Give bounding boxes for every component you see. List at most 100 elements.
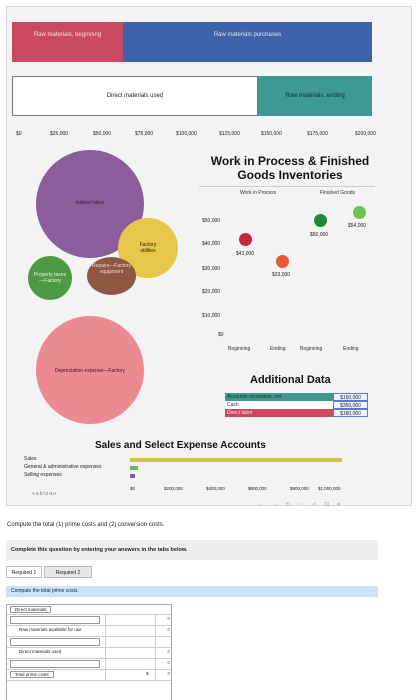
row-label: Total prime costs [10, 671, 54, 678]
table-row: Total prime costs $ 0 [7, 670, 171, 681]
table-row: 0 [7, 615, 171, 626]
row-label[interactable]: Direct materials [10, 606, 52, 613]
table-row: Direct materials used 0 [7, 648, 171, 659]
indirect-labor-label: Indirect labor [75, 200, 105, 206]
wip-chart-title: Work in Process & Finished Goods Invento… [210, 154, 370, 182]
raw-materials-beginning-bar: Raw materials, beginning [12, 22, 123, 62]
sales-tick: $200,000 [164, 486, 183, 491]
axis-tick: $25,000 [50, 131, 69, 137]
y-tick: $40,000 [202, 241, 221, 247]
x-label: Beginning [300, 346, 323, 352]
fg-beginning-value: $50,000 [310, 232, 329, 238]
row-label: Raw materials available for use [19, 627, 82, 632]
axis-tick: $150,000 [261, 131, 282, 137]
property-taxes-label: Property taxes—Factory [33, 272, 67, 284]
table-row: Raw materials available for use 0 [7, 626, 171, 637]
cell-value: 0 [167, 671, 170, 676]
tab-required-1[interactable]: Required 1 [6, 566, 42, 578]
total-input[interactable] [155, 637, 171, 647]
amount-input[interactable] [105, 615, 155, 625]
selling-expenses-bar [130, 474, 136, 478]
answer-table: Direct materials 0 Raw materials availab… [6, 604, 172, 700]
tableau-logo[interactable]: +ableau [32, 491, 57, 497]
factory-utilities-label: Factory utilities [139, 242, 157, 254]
ad-row-accounts-receivable: Accounts receivable, net $150,000 [225, 393, 368, 401]
x-label: Beginning [228, 346, 251, 352]
legend-fg: Finished Goods [320, 190, 356, 196]
row-label[interactable] [10, 616, 100, 624]
total-input[interactable]: 0 [155, 615, 171, 625]
section-header-bar [6, 586, 378, 597]
property-taxes-bubble: Property taxes—Factory [28, 256, 72, 300]
selling-expenses-label: Selling expenses [24, 472, 62, 478]
amount-input[interactable]: $ [105, 670, 155, 680]
row-label[interactable] [10, 660, 100, 668]
sales-tick: $400,000 [206, 486, 225, 491]
ad-label: Direct labor [227, 410, 253, 416]
instructions-text: Complete this question by entering your … [11, 547, 188, 553]
cell-value: 0 [167, 660, 170, 665]
viz-toolbar-icons[interactable]: ← → ⟲ ⋯ ≺ ⊡ ⌗ [258, 502, 344, 508]
amount-input[interactable] [105, 648, 155, 658]
total-input[interactable]: 0 [155, 648, 171, 658]
y-tick: $50,000 [202, 218, 221, 224]
cell-value: 0 [167, 616, 170, 621]
ga-expenses-label: General & administrative expenses [24, 464, 102, 470]
direct-materials-used-label: Direct materials used [106, 93, 164, 99]
total-input[interactable]: 0 [155, 670, 171, 680]
total-input[interactable]: 0 [155, 626, 171, 636]
x-label: Ending [343, 346, 359, 352]
fg-ending-value: $54,000 [348, 223, 367, 229]
ad-label: Accounts receivable, net [227, 394, 282, 400]
wip-beginning-point [239, 233, 252, 246]
ad-row-direct-labor: Direct labor $180,000 [225, 409, 368, 417]
raw-materials-purchases-label: Raw materials purchases [213, 32, 282, 38]
x-label: Ending [270, 346, 286, 352]
instructions-box [6, 540, 378, 560]
depreciation-bubble: Depreciation expense—Factory [36, 316, 144, 424]
sales-tick: $600,000 [248, 486, 267, 491]
sales-label: Sales [24, 456, 37, 462]
sales-tick: $1,000,000 [318, 486, 341, 491]
raw-materials-ending-bar: Raw materials, ending [258, 76, 372, 116]
axis-tick: $200,000 [355, 131, 376, 137]
wip-beginning-value: $43,000 [236, 251, 255, 257]
fg-beginning-point [314, 214, 327, 227]
divider [199, 186, 375, 187]
ad-row-cash: Cash $350,000 [225, 401, 368, 409]
ad-label: Cash [227, 402, 239, 408]
axis-tick: $125,000 [219, 131, 240, 137]
ga-expenses-bar [130, 466, 139, 470]
axis-tick: $100,000 [176, 131, 197, 137]
cell-value: 0 [167, 649, 170, 654]
additional-data-title: Additional Data [250, 374, 331, 386]
raw-materials-beginning-label: Raw materials, beginning [33, 32, 102, 38]
amount-input[interactable] [105, 637, 155, 647]
amount-input[interactable] [105, 626, 155, 636]
y-tick: $0 [218, 332, 224, 338]
row-label[interactable] [10, 638, 100, 646]
table-row: 0 [7, 659, 171, 670]
sales-tick: $800,000 [290, 486, 309, 491]
tab-required-2[interactable]: Required 2 [44, 566, 92, 578]
raw-materials-purchases-bar: Raw materials purchases [123, 22, 372, 62]
section-title: Compute the total prime costs. [11, 588, 79, 594]
y-tick: $10,000 [202, 313, 221, 319]
axis-tick: $75,000 [135, 131, 154, 137]
ad-value: $350,000 [333, 401, 368, 409]
depreciation-label: Depreciation expense—Factory [54, 368, 126, 374]
total-input[interactable]: 0 [155, 659, 171, 669]
axis-tick: $175,000 [307, 131, 328, 137]
wip-ending-point [276, 255, 289, 268]
ad-value: $150,000 [333, 393, 368, 401]
question-text: Compute the total (1) prime costs and (2… [7, 522, 165, 528]
sales-bar [130, 458, 342, 462]
y-tick: $30,000 [202, 266, 221, 272]
wip-ending-value: $33,000 [272, 272, 291, 278]
axis-tick: $50,000 [93, 131, 112, 137]
legend-wip: Work in Process [240, 190, 277, 196]
axis-tick: $0 [16, 131, 22, 137]
sales-chart-title: Sales and Select Expense Accounts [95, 440, 266, 451]
sales-tick: $0 [130, 486, 136, 491]
amount-input[interactable] [105, 659, 155, 669]
